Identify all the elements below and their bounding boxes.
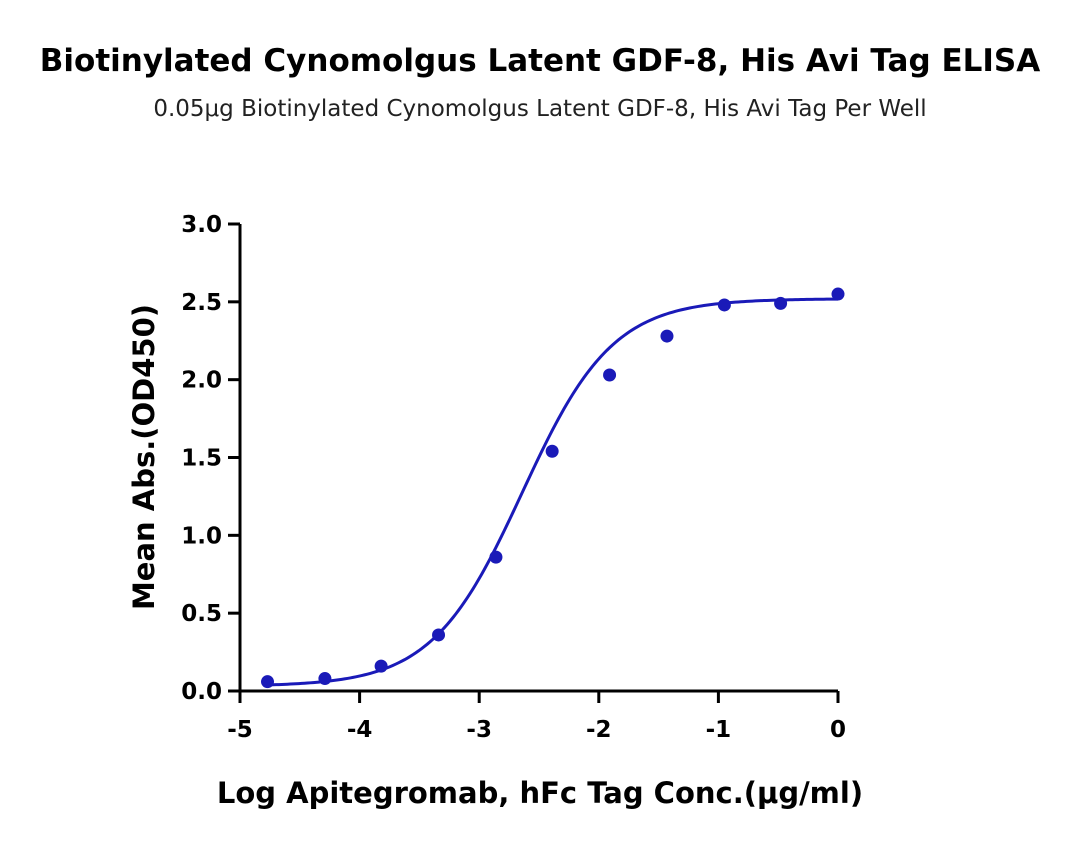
- axes: 0.0 0.5 1.0 1.5 2.0 2.5 3.0 -5 -4 -3 -2 -1 0: [181, 212, 846, 743]
- x-tick-label: -1: [706, 717, 732, 743]
- y-tick-label: 1.0: [181, 523, 222, 549]
- y-tick-label: 1.5: [181, 446, 222, 472]
- y-tick-label: 2.5: [181, 290, 222, 316]
- x-tick-label: -3: [466, 717, 492, 743]
- x-axis-label: Log Apitegromab, hFc Tag Conc.(μg/ml): [217, 776, 863, 810]
- data-point: [374, 659, 388, 673]
- data-point: [717, 298, 731, 312]
- data-point: [318, 672, 332, 686]
- y-axis-label: Mean Abs.(OD450): [127, 304, 161, 610]
- x-tick-label: -2: [586, 717, 612, 743]
- y-ticks: 0.0 0.5 1.0 1.5 2.0 2.5 3.0: [181, 212, 240, 705]
- data-points: [261, 287, 845, 689]
- y-tick-label: 0.5: [181, 601, 222, 627]
- fit-curve: [267, 297, 839, 687]
- x-tick-label: -4: [347, 717, 373, 743]
- chart-title: Biotinylated Cynomolgus Latent GDF-8, Hi…: [40, 43, 1040, 79]
- data-point: [831, 287, 845, 301]
- x-ticks: -5 -4 -3 -2 -1 0: [227, 691, 846, 743]
- y-tick-label: 3.0: [181, 212, 222, 238]
- data-point: [603, 368, 617, 382]
- data-point: [261, 675, 275, 689]
- data-point: [545, 444, 559, 458]
- y-tick-label: 0.0: [181, 679, 222, 705]
- x-tick-label: 0: [830, 717, 846, 743]
- data-point: [774, 296, 788, 310]
- chart-subtitle: 0.05μg Biotinylated Cynomolgus Latent GD…: [153, 96, 926, 122]
- x-tick-label: -5: [227, 717, 253, 743]
- data-point: [660, 329, 674, 343]
- data-point: [489, 550, 503, 564]
- y-tick-label: 2.0: [181, 368, 222, 394]
- data-point: [432, 628, 446, 642]
